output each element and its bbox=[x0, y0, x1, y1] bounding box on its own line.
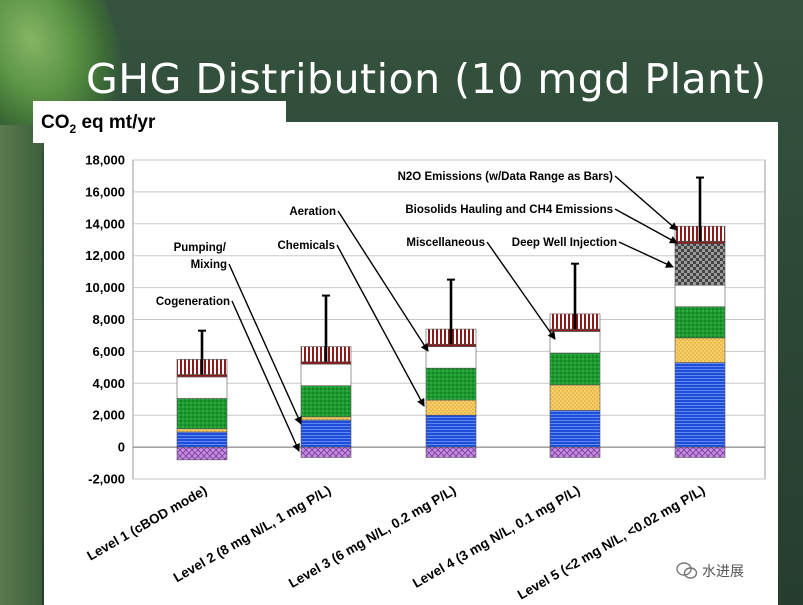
bar-cogeneration-level-1 bbox=[176, 446, 228, 461]
bar-miscellaneous-level-2 bbox=[300, 363, 352, 386]
y-tick-labels: -2,000 0 2,000 4,000 6,000 8,000 10,000 12,000 1… bbox=[85, 153, 125, 487]
annotation-label-5: Aeration bbox=[289, 206, 336, 218]
watermark-text: 水进展 bbox=[702, 564, 744, 580]
bar-aeration-level-1 bbox=[176, 398, 228, 430]
annotation-arrow-2 bbox=[614, 208, 678, 244]
bar-aeration-level-5 bbox=[674, 306, 726, 339]
annotation-label-2: Biosolids Hauling and CH4 Emissions bbox=[405, 204, 613, 216]
bar-biosolids-hauling-and-ch4-emissions-level-4 bbox=[549, 328, 601, 332]
bar-aeration-level-2 bbox=[300, 385, 352, 418]
annotation-arrow-6 bbox=[336, 244, 425, 407]
bar-chemicals-level-3 bbox=[425, 399, 477, 416]
left-decorative-strip bbox=[0, 125, 42, 605]
bar-chemicals-level-4 bbox=[549, 384, 601, 411]
x-tick-label-level-1: Level 1 (cBOD mode) bbox=[84, 483, 209, 564]
annotation-arrow-8 bbox=[228, 263, 302, 425]
annotation-arrow-5 bbox=[337, 210, 429, 352]
y-tick-label-0: -2,000 bbox=[88, 472, 125, 487]
unit-label-subscript: 2 bbox=[69, 121, 77, 136]
error-bars bbox=[198, 176, 704, 375]
annotation-label-1: N2O Emissions (w/Data Range as Bars) bbox=[398, 171, 614, 183]
annotation-arrow-4 bbox=[486, 241, 556, 340]
y-tick-label-4: 6,000 bbox=[92, 344, 125, 359]
y-unit-label: CO2 eq mt/yr bbox=[33, 101, 286, 143]
bar-pumping-mixing-level-1 bbox=[176, 431, 228, 448]
bar-cogeneration-level-5 bbox=[674, 446, 726, 458]
bar-cogeneration-level-4 bbox=[549, 446, 601, 458]
bar-chemicals-level-1 bbox=[176, 428, 228, 433]
bar-miscellaneous-level-1 bbox=[176, 376, 228, 399]
unit-label-co: CO bbox=[41, 112, 70, 133]
bar-pumping-mixing-level-4 bbox=[549, 410, 601, 448]
annotation-arrow-9 bbox=[231, 300, 300, 452]
annotation-label-3: Deep Well Injection bbox=[512, 237, 617, 249]
bar-pumping-mixing-level-3 bbox=[425, 414, 477, 448]
annotation-label-9: Cogeneration bbox=[156, 296, 230, 308]
annotation-label-8: Mixing bbox=[191, 259, 227, 271]
y-tick-label-1: 0 bbox=[118, 440, 125, 455]
bar-chemicals-level-2 bbox=[300, 416, 352, 421]
bar-pumping-mixing-level-2 bbox=[300, 419, 352, 448]
annotation-label-4: Miscellaneous bbox=[406, 237, 485, 249]
y-tick-label-2: 2,000 bbox=[92, 408, 125, 423]
slide-title: GHG Distribution (10 mgd Plant) bbox=[86, 55, 767, 103]
bar-biosolids-hauling-and-ch4-emissions-level-3 bbox=[425, 343, 477, 347]
bar-deep-well-injection-level-5 bbox=[674, 243, 726, 286]
y-tick-label-3: 4,000 bbox=[92, 376, 125, 391]
watermark: 水进展 bbox=[676, 559, 744, 583]
bars bbox=[176, 225, 726, 461]
y-tick-label-10: 18,000 bbox=[85, 153, 125, 168]
bar-cogeneration-level-3 bbox=[425, 446, 477, 458]
bar-aeration-level-4 bbox=[549, 352, 601, 386]
wechat-icon bbox=[676, 562, 698, 579]
annotations: N2O Emissions (w/Data Range as Bars) Bios… bbox=[156, 171, 678, 452]
y-tick-label-9: 16,000 bbox=[85, 184, 125, 199]
y-tick-label-8: 14,000 bbox=[85, 216, 125, 231]
bar-chemicals-level-5 bbox=[674, 337, 726, 363]
annotation-label-6: Chemicals bbox=[277, 240, 335, 252]
y-tick-label-5: 8,000 bbox=[92, 312, 125, 327]
bar-aeration-level-3 bbox=[425, 367, 477, 401]
bar-biosolids-hauling-and-ch4-emissions-level-1 bbox=[176, 374, 228, 378]
annotation-arrow-1 bbox=[614, 175, 678, 231]
bar-miscellaneous-level-4 bbox=[549, 331, 601, 354]
bar-cogeneration-level-2 bbox=[300, 446, 352, 458]
bar-miscellaneous-level-5 bbox=[674, 284, 726, 308]
x-tick-labels: Level 1 (cBOD mode)Level 2 (8 mg N/L, 1 … bbox=[84, 483, 707, 603]
annotation-label-7: Pumping/ bbox=[174, 242, 227, 254]
bar-biosolids-hauling-and-ch4-emissions-level-2 bbox=[300, 361, 352, 365]
bar-miscellaneous-level-3 bbox=[425, 346, 477, 369]
unit-label-rest: eq mt/yr bbox=[76, 112, 156, 133]
annotation-arrow-3 bbox=[618, 241, 674, 268]
bar-biosolids-hauling-and-ch4-emissions-level-5 bbox=[674, 241, 726, 245]
bar-pumping-mixing-level-5 bbox=[674, 362, 726, 448]
y-tick-label-6: 10,000 bbox=[85, 280, 125, 295]
y-tick-label-7: 12,000 bbox=[85, 248, 125, 263]
